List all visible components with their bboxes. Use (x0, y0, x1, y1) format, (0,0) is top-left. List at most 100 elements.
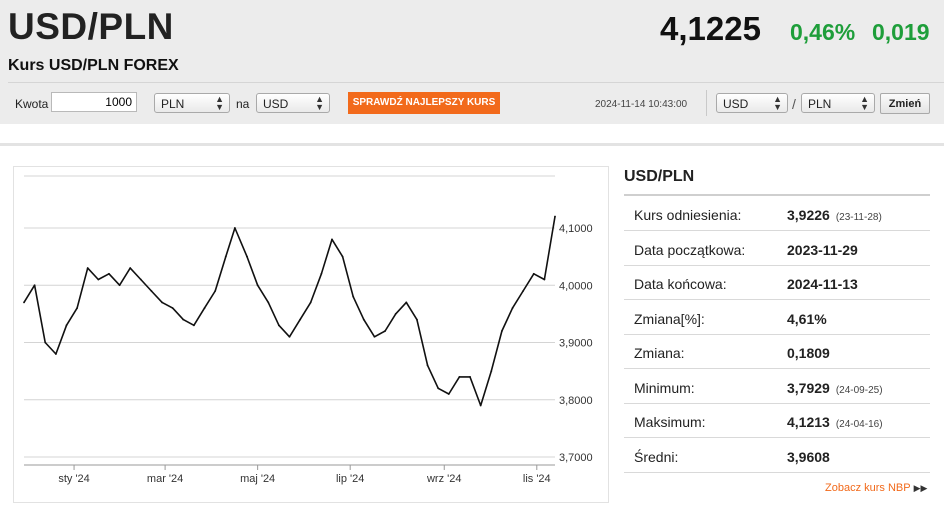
stats-row-label: Kurs odniesienia: (634, 207, 742, 223)
x-tick-label: mar '24 (147, 473, 183, 485)
data-point (233, 227, 236, 229)
data-point (76, 307, 78, 310)
stats-row: Zmiana[%]: 4,61% (624, 301, 930, 335)
stats-row-date: (24-04-16) (835, 419, 883, 430)
data-point (405, 301, 408, 304)
data-point (511, 307, 514, 310)
data-point (394, 312, 397, 315)
vertical-separator (706, 90, 707, 116)
stats-row: Data końcowa: 2024-11-13 (624, 266, 930, 300)
select-arrows-icon: ▲ ▼ (773, 94, 782, 112)
select-arrows-icon: ▲ ▼ (315, 94, 324, 112)
data-point (479, 404, 482, 407)
pair-separator: / (792, 96, 796, 112)
header-divider (8, 82, 944, 83)
stats-row-value: 4,61% (787, 311, 833, 327)
header-bar: USD/PLN Kurs USD/PLN FOREX 4,1225 0,46% … (0, 0, 944, 124)
to-currency-value: USD (263, 97, 289, 111)
stats-row-value: 3,9226 (23-11-28) (787, 207, 882, 223)
best-rate-button[interactable]: SPRAWDŹ NAJLEPSZY KURS (348, 92, 500, 114)
data-point (362, 318, 365, 321)
to-currency-select[interactable]: USD ▲ ▼ (256, 93, 330, 113)
y-tick-label: 4,0000 (559, 280, 593, 292)
data-point (320, 272, 323, 275)
stats-row-value: 3,9608 (787, 449, 836, 465)
data-point (139, 278, 142, 281)
stats-value-text: 2023-11-29 (787, 241, 858, 258)
from-currency-select[interactable]: PLN ▲ ▼ (154, 93, 230, 113)
data-point (256, 284, 259, 287)
stats-value-text: 0,1809 (787, 345, 830, 361)
data-point (65, 324, 68, 327)
stats-value-text: 4,61% (787, 310, 827, 327)
data-point (33, 284, 36, 287)
stats-value-text: 3,7929 (787, 379, 830, 396)
data-point (129, 267, 132, 269)
data-point (447, 393, 450, 395)
current-rate: 4,1225 (660, 10, 761, 47)
stats-row-label: Maksimum: (634, 414, 706, 430)
stats-value-text: 4,1213 (787, 414, 830, 430)
chart-svg: 4,1000 4,0000 3,9000 3,8000 3,7000 sty '24 mar… (23, 175, 593, 485)
data-point (437, 387, 440, 390)
nbp-rate-link[interactable]: Zobacz kurs NBP ▶▶ (825, 482, 927, 494)
amount-input[interactable] (51, 92, 137, 112)
content-area (0, 143, 944, 506)
data-point (532, 272, 535, 275)
data-point (44, 341, 47, 344)
data-point (182, 318, 185, 321)
select-arrows-icon: ▲ ▼ (860, 94, 869, 112)
data-point (426, 364, 429, 367)
data-point (501, 330, 503, 332)
data-point (299, 318, 302, 321)
data-point (108, 272, 110, 275)
base-currency-select[interactable]: USD ▲ ▼ (716, 93, 788, 113)
y-tick-label: 3,8000 (559, 395, 593, 407)
change-percent: 0,46% (790, 19, 856, 45)
data-point (554, 215, 556, 218)
stats-row-label: Zmiana[%]: (634, 310, 705, 327)
stats-row: Maksimum: 4,1213 (24-04-16) (624, 404, 930, 438)
stats-row: Zmiana: 0,1809 (624, 335, 930, 369)
data-point (288, 335, 291, 338)
data-point (309, 301, 312, 304)
stats-row-label: Średni: (634, 448, 679, 465)
data-point (86, 267, 89, 269)
data-point (277, 324, 280, 327)
series-line (23, 216, 556, 407)
select-arrows-icon: ▲ ▼ (215, 94, 224, 112)
data-point (161, 301, 163, 304)
stats-row: Minimum: 3,7929 (24-09-25) (624, 370, 930, 404)
change-pair-button[interactable]: Zmień (880, 93, 930, 114)
stats-title: USD/PLN (624, 168, 695, 185)
x-tick-label: lip '24 (336, 473, 364, 485)
stats-row: Średni: 3,9608 (624, 439, 930, 473)
x-tick-label: wrz '24 (426, 473, 462, 485)
quote-currency-select[interactable]: PLN ▲ ▼ (801, 93, 875, 113)
data-point (384, 330, 386, 332)
data-point (171, 307, 174, 310)
change-absolute: 0,019 (872, 19, 930, 45)
data-point (23, 301, 25, 304)
from-currency-value: PLN (161, 97, 185, 111)
data-point (352, 295, 355, 298)
stats-row-label: Data początkowa: (634, 241, 746, 258)
stats-row: Kurs odniesienia: 3,9226 (23-11-28) (624, 197, 930, 231)
data-point (373, 335, 376, 338)
stats-value-text: 3,9226 (787, 207, 830, 223)
timestamp: 2024-11-14 10:43:00 (595, 99, 688, 110)
y-tick-label: 3,7000 (559, 452, 593, 464)
data-point (416, 318, 418, 321)
data-point (54, 353, 57, 355)
nbp-link-label: Zobacz kurs NBP (825, 482, 911, 494)
stats-row-value: 4,1213 (24-04-16) (787, 414, 883, 430)
data-point (267, 301, 270, 304)
amount-label: Kwota (15, 97, 49, 111)
stats-row-value: 2024-11-13 (787, 276, 864, 292)
converter-bar: Kwota PLN ▲▼ na USD ▲▼ SPRAWDŹ NAJLEPSZY… (0, 90, 944, 118)
quote-currency-value: PLN (808, 97, 832, 111)
data-point (341, 255, 344, 258)
data-point (193, 324, 195, 327)
data-point (224, 255, 227, 258)
data-point (214, 290, 217, 292)
